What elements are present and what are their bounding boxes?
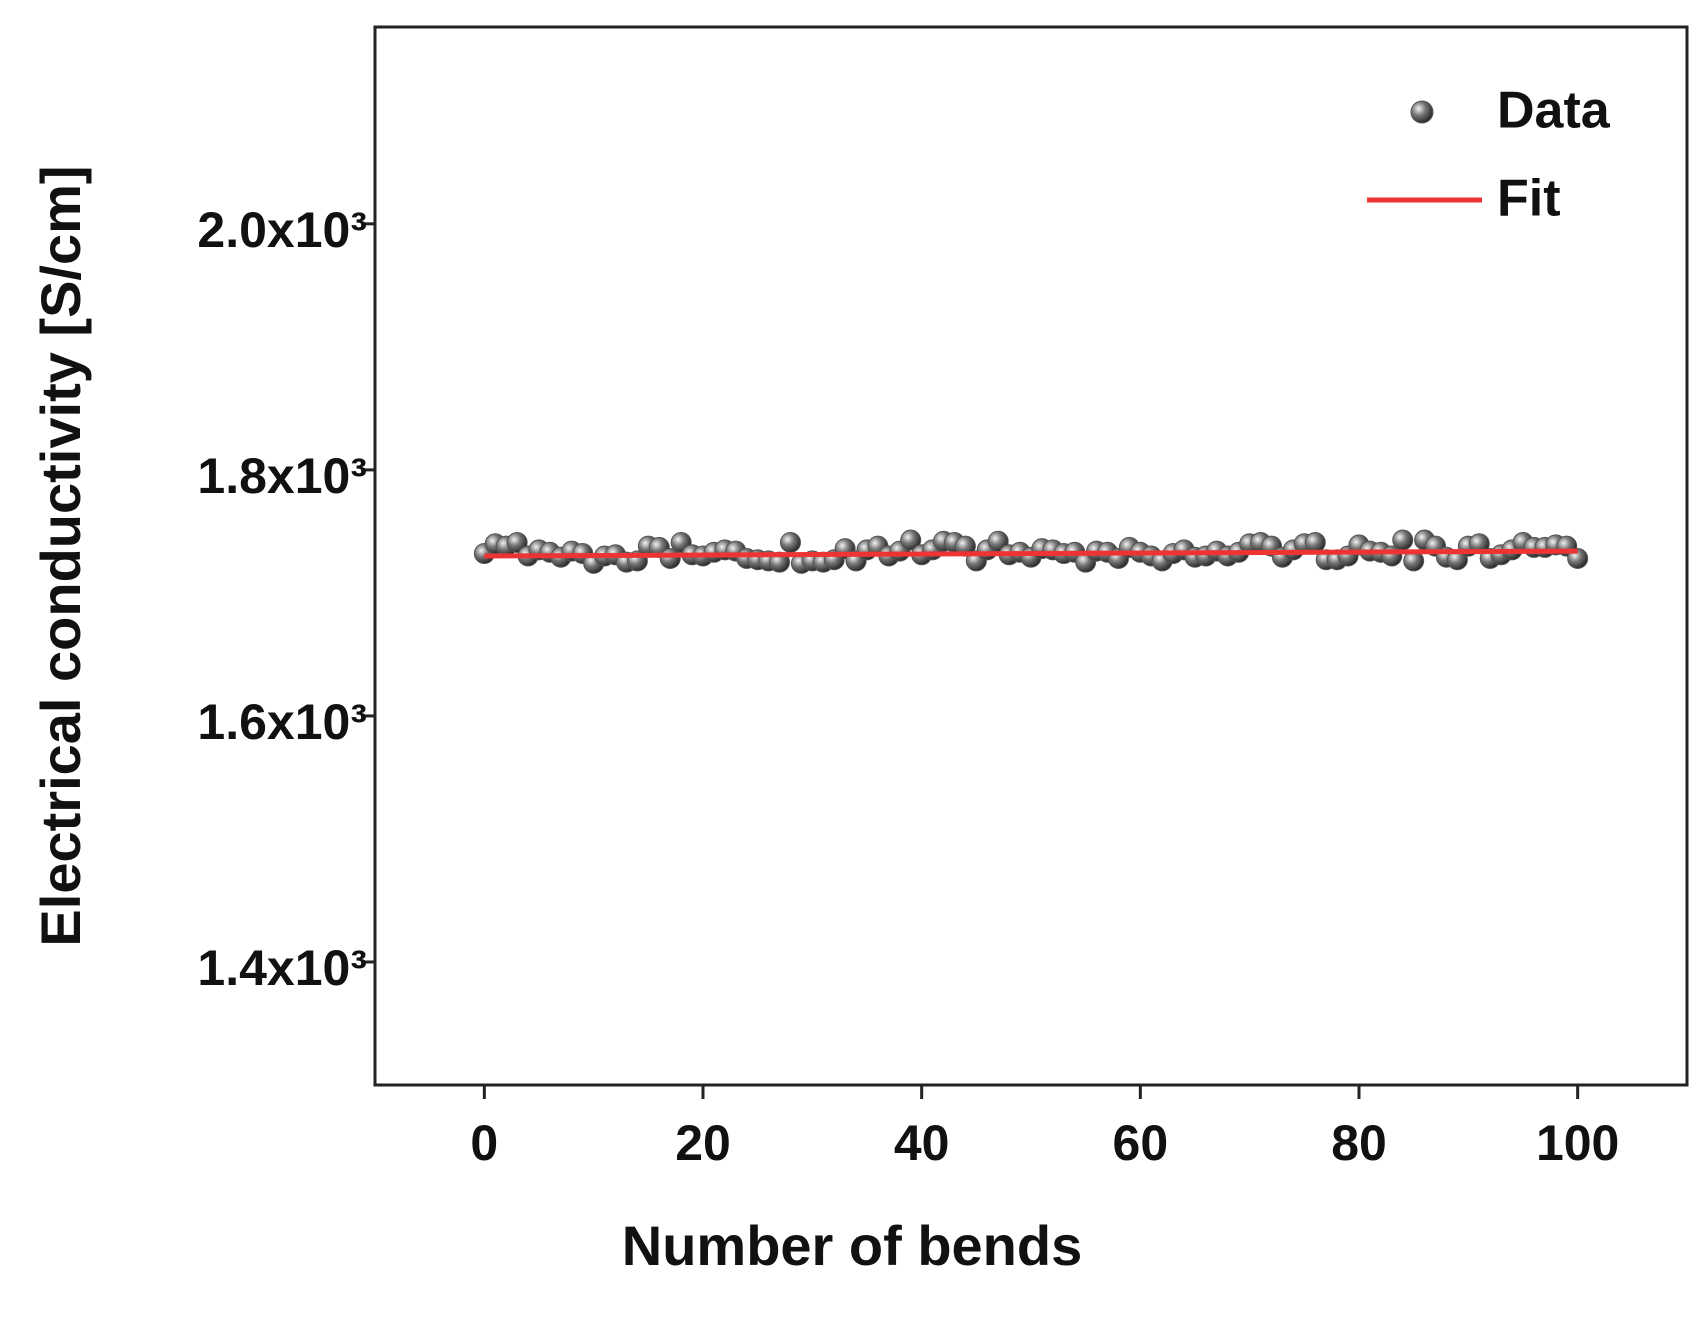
x-axis-label: Number of bends <box>622 1214 1082 1277</box>
data-point <box>1304 531 1326 553</box>
fit-line <box>484 548 1578 559</box>
y-tick-label: 2.0x10³ <box>197 202 367 258</box>
legend-marker <box>1410 100 1434 124</box>
x-tick-label: 40 <box>894 1115 950 1171</box>
y-axis-label: Electrical conductivity [S/cm] <box>29 165 92 946</box>
x-tick-label: 0 <box>470 1115 498 1171</box>
y-tick-label: 1.4x10³ <box>197 940 367 996</box>
x-tick-label: 100 <box>1536 1115 1619 1171</box>
data-point <box>779 531 801 553</box>
legend-label: Fit <box>1497 170 1561 228</box>
data-point <box>1392 529 1414 551</box>
legend-label: Data <box>1497 82 1611 140</box>
x-tick-label: 20 <box>675 1115 731 1171</box>
data-point <box>900 529 922 551</box>
x-tick-label: 80 <box>1331 1115 1387 1171</box>
y-tick-label: 1.6x10³ <box>197 694 367 750</box>
x-tick-label: 60 <box>1113 1115 1169 1171</box>
plot-frame <box>373 25 1689 1087</box>
y-tick-label: 1.8x10³ <box>197 448 367 504</box>
